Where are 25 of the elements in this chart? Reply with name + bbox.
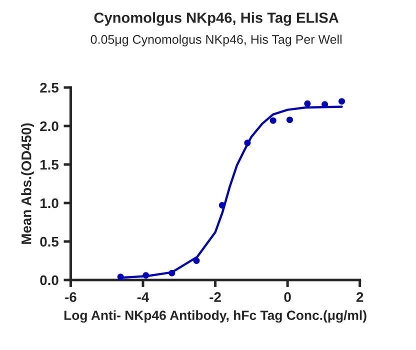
y-tick-label: 1.0: [40, 198, 58, 208]
point: [142, 272, 150, 279]
y-tick-label: 2.0: [40, 121, 58, 132]
y-tick-label: 1.5: [40, 160, 59, 170]
point: [193, 257, 200, 264]
x-tick-label: -6: [65, 292, 76, 302]
y-axis-title: Mean Abs.(OD450): [21, 123, 34, 244]
x-tick-label: -2: [210, 292, 221, 302]
point: [304, 100, 311, 107]
point: [286, 116, 293, 124]
point: [218, 202, 226, 209]
point: [117, 274, 124, 280]
x-tick-label: 0: [284, 292, 291, 302]
x-axis-title: Log Anti- NKp46 Antibody, hFc Tag Conc.(μg/ml): [64, 310, 366, 323]
point: [244, 140, 251, 146]
y-tick-label: 0.0: [40, 275, 58, 286]
y-tick-label: 2.5: [40, 82, 59, 93]
chart-subtitle: 0.05μg Cynomolgus NKp46, His Tag Per Well: [90, 34, 342, 46]
point: [270, 117, 276, 124]
point: [338, 98, 346, 105]
y-tick-label: 0.5: [40, 236, 59, 247]
x-tick-label: 2: [356, 292, 364, 302]
x-tick-label: -4: [137, 292, 150, 302]
point: [168, 270, 176, 276]
chart-title: Cynomolgus NKp46, His Tag ELISA: [94, 12, 339, 26]
